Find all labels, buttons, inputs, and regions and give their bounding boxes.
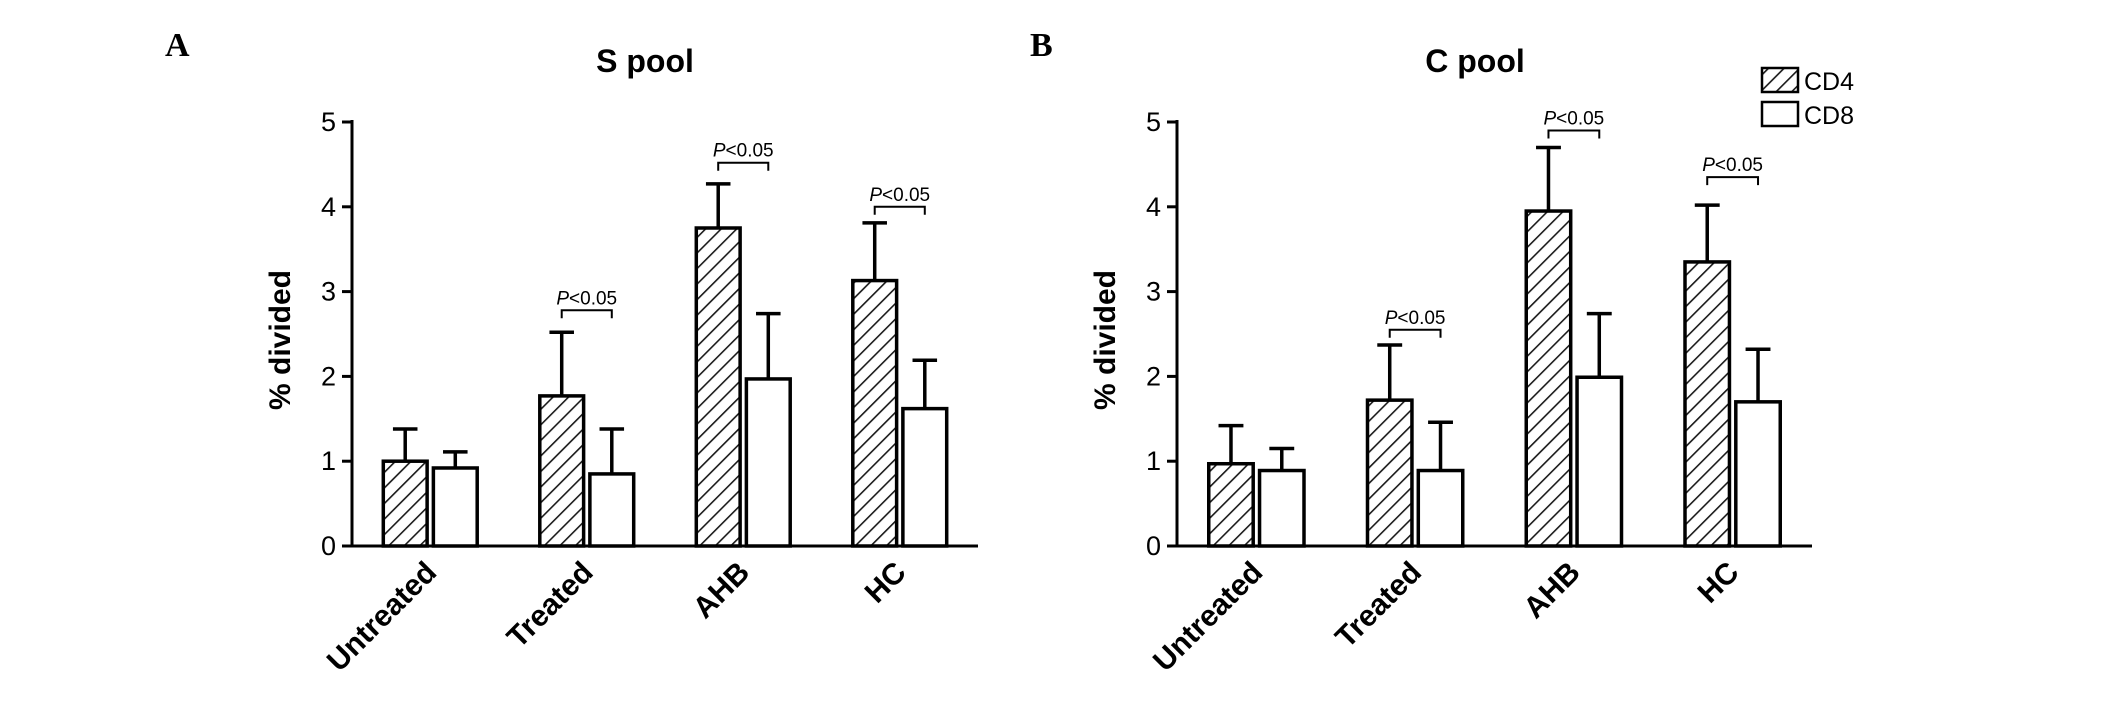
- panel-a-y-axis-label: % divided: [264, 270, 297, 410]
- panel-a-category-label: HC: [859, 556, 913, 610]
- panel-b-bar-cd8: [1416, 468, 1465, 548]
- panel-a-significance-bracket: [560, 309, 613, 319]
- panel-a-bar-cd4: [381, 459, 429, 548]
- panel-a-y-tick-label: 5: [321, 107, 336, 137]
- panel-b-y-tick-label: 2: [1146, 361, 1161, 391]
- panel-a-category-label: Treated: [501, 556, 600, 655]
- panel-a-y-tick-label: 2: [321, 361, 336, 391]
- panel-b-bar-cd4: [1365, 398, 1414, 548]
- panel-a-y-tick-label: 4: [321, 192, 336, 222]
- panel-b-title: C pool: [1425, 43, 1525, 79]
- legend: CD4 CD8: [1760, 66, 1854, 130]
- legend-swatch-cd4: [1760, 66, 1800, 94]
- panel-b-significance-label: P<0.05: [1385, 308, 1446, 329]
- panel-a-bar-cd4: [694, 226, 742, 548]
- panel-b-bar-cd4: [1207, 461, 1255, 548]
- panel-a-bar-cd8: [588, 472, 636, 548]
- panel-b-category-label: Untreated: [1147, 556, 1269, 678]
- panel-b-plot-area: 0 1 2 3 4 5 Untreated Treated AHB HC P<0.05 P<0.05 P…: [1146, 107, 1812, 678]
- panel-b-y-tick-label: 1: [1146, 446, 1161, 476]
- legend-label-cd8: CD8: [1804, 102, 1854, 130]
- panel-b-letter: B: [1030, 27, 1053, 64]
- panel-b-bar-cd8: [1575, 375, 1624, 548]
- panel-b-bar-cd4: [1524, 209, 1573, 548]
- panel-b-significance-label: P<0.05: [1543, 108, 1604, 129]
- panel-b-category-label: AHB: [1518, 556, 1587, 625]
- panel-b-y-tick-label: 3: [1146, 277, 1161, 307]
- panel-a-bar-cd8: [744, 377, 792, 548]
- panel-b-bar-cd8: [1734, 400, 1783, 548]
- panel-b-significance-bracket: [1547, 129, 1601, 139]
- panel-b-bar-cd4: [1683, 260, 1732, 548]
- panel-b-y-tick-label: 4: [1146, 192, 1161, 222]
- panel-a-letter: A: [165, 27, 190, 64]
- panel-b-significance-label: P<0.05: [1702, 155, 1763, 176]
- panel-a: A S pool % divided 0 1 2 3 4 5 Untreated Treate…: [165, 27, 978, 678]
- panel-a-significance-label: P<0.05: [556, 288, 617, 309]
- panel-a-significance-bracket: [873, 205, 926, 215]
- panel-a-bar-cd4: [538, 394, 586, 548]
- panel-a-significance-label: P<0.05: [713, 141, 774, 162]
- panel-a-plot-area: 0 1 2 3 4 5 Untreated Treated AHB HC P<0.05 P<0.05 P…: [321, 107, 978, 678]
- panel-a-bar-cd4: [851, 278, 899, 548]
- legend-label-cd4: CD4: [1804, 68, 1854, 96]
- panel-b-category-label: HC: [1692, 556, 1746, 610]
- panel-a-category-label: AHB: [687, 556, 756, 625]
- panel-b-y-tick-label: 0: [1146, 531, 1161, 561]
- panel-b-significance-bracket: [1706, 176, 1760, 186]
- panel-a-significance-bracket: [717, 161, 770, 171]
- panel-a-y-tick-label: 1: [321, 446, 336, 476]
- panel-a-bar-cd8: [901, 406, 949, 548]
- panel-b-category-label: Treated: [1329, 556, 1428, 655]
- panel-a-title: S pool: [596, 43, 694, 79]
- panel-a-category-label: Untreated: [321, 556, 443, 678]
- panel-b-significance-bracket: [1388, 328, 1442, 338]
- panel-a-bar-cd8: [431, 466, 479, 548]
- legend-swatch-cd8: [1760, 100, 1800, 128]
- panel-b-bar-cd8: [1257, 468, 1306, 548]
- panel-a-significance-label: P<0.05: [869, 185, 930, 206]
- panel-b-y-tick-label: 5: [1146, 107, 1161, 137]
- panel-b: B C pool % divided 0 1 2 3 4 5 Untreated Treate…: [1030, 27, 1812, 678]
- panel-a-y-tick-label: 0: [321, 531, 336, 561]
- panel-a-y-tick-label: 3: [321, 277, 336, 307]
- panel-b-y-axis-label: % divided: [1089, 270, 1122, 410]
